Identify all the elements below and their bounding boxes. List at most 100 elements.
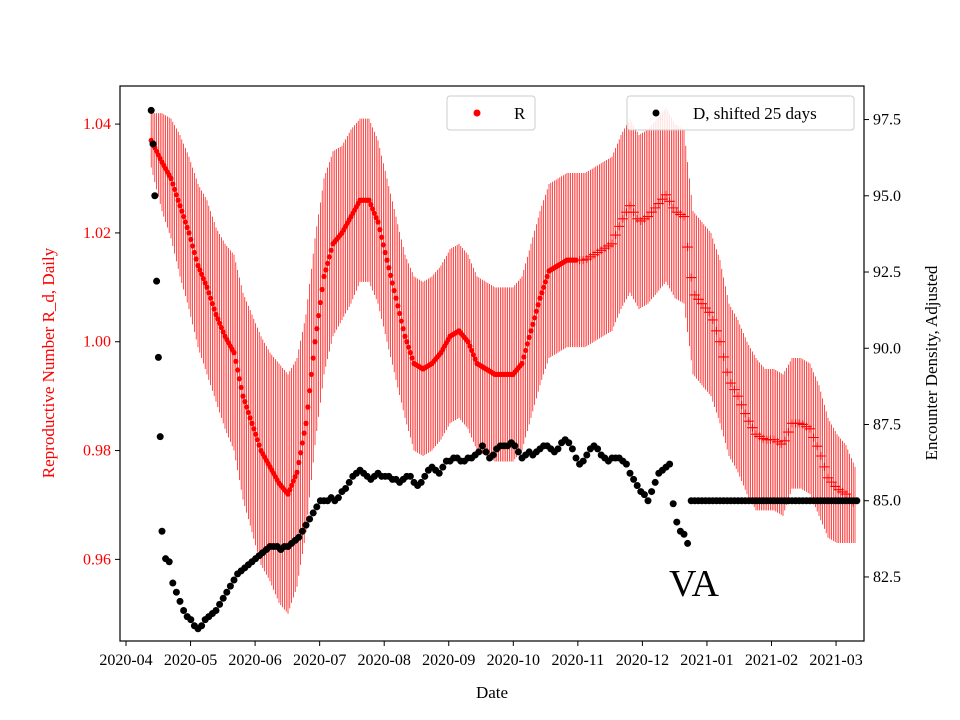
r-point bbox=[202, 280, 208, 286]
d-point bbox=[666, 460, 674, 468]
r-point bbox=[377, 227, 383, 233]
r-point bbox=[191, 249, 197, 256]
r-point bbox=[211, 306, 217, 312]
r-point bbox=[371, 210, 377, 216]
d-point bbox=[309, 509, 317, 517]
r-point bbox=[215, 316, 221, 322]
r-point bbox=[524, 341, 531, 347]
r-point bbox=[244, 404, 250, 410]
r-point bbox=[213, 311, 219, 318]
r-point bbox=[177, 203, 183, 209]
r-point bbox=[533, 308, 540, 314]
r-point bbox=[826, 478, 837, 487]
d-point bbox=[172, 588, 180, 596]
r-point bbox=[292, 474, 298, 480]
r-point bbox=[715, 337, 725, 346]
r-point bbox=[236, 376, 242, 382]
r-point bbox=[532, 315, 538, 321]
r-point bbox=[370, 206, 376, 212]
r-point bbox=[523, 347, 529, 354]
r-point bbox=[465, 339, 471, 345]
r-point bbox=[707, 315, 718, 324]
r-point bbox=[199, 271, 205, 277]
r-point bbox=[653, 199, 664, 208]
y-left-axis-label: Reproductive Number R_d, Daily bbox=[39, 247, 58, 478]
d-point bbox=[622, 460, 630, 468]
d-point bbox=[223, 588, 231, 596]
r-point bbox=[542, 279, 549, 285]
d-point bbox=[583, 451, 591, 459]
y-left-tick-label: 0.98 bbox=[83, 443, 111, 460]
d-point bbox=[554, 445, 562, 453]
r-point bbox=[209, 301, 215, 307]
x-axis: 2020-04 2020-05 2020-06 2020-07 2020-08 2020-… bbox=[99, 641, 863, 669]
r-point bbox=[519, 360, 525, 367]
y-right-axis-label: Encounter Density, Adjusted bbox=[922, 265, 941, 460]
y-left-tick-label: 0.96 bbox=[83, 551, 111, 568]
r-point bbox=[544, 273, 550, 280]
r-point bbox=[285, 491, 291, 497]
legend-d: D, shifted 25 days bbox=[626, 95, 855, 131]
r-point bbox=[182, 219, 188, 225]
d-point bbox=[212, 607, 220, 615]
r-point bbox=[743, 417, 754, 426]
r-point bbox=[231, 350, 237, 356]
d-point bbox=[648, 488, 656, 496]
y-right-tick-label: 92.5 bbox=[873, 264, 901, 281]
r-point bbox=[197, 267, 203, 273]
d-point bbox=[198, 622, 206, 630]
d-point bbox=[334, 494, 342, 502]
r-point bbox=[391, 287, 397, 294]
r-point bbox=[409, 355, 415, 361]
r-point bbox=[240, 393, 246, 399]
d-point bbox=[565, 439, 573, 447]
r-point bbox=[841, 490, 851, 499]
r-point bbox=[819, 462, 830, 471]
r-point bbox=[245, 409, 251, 416]
r-point bbox=[301, 430, 307, 436]
r-point bbox=[382, 249, 388, 256]
r-point bbox=[193, 256, 199, 262]
r-point bbox=[541, 284, 547, 290]
legend-d-box bbox=[626, 95, 855, 131]
r-point bbox=[220, 329, 226, 335]
d-point bbox=[169, 579, 177, 587]
r-point bbox=[686, 273, 697, 282]
d-point bbox=[219, 594, 227, 602]
r-point bbox=[729, 385, 740, 394]
r-point bbox=[242, 398, 248, 405]
r-point bbox=[472, 356, 478, 362]
r-point bbox=[779, 436, 790, 445]
d-point bbox=[511, 442, 519, 450]
x-tick-label: 2020-06 bbox=[228, 652, 281, 669]
x-tick-label: 2020-08 bbox=[358, 652, 411, 669]
legend-r-marker bbox=[473, 109, 481, 117]
r-point bbox=[188, 236, 194, 243]
r-point bbox=[402, 333, 408, 339]
d-point bbox=[154, 353, 162, 361]
r-point bbox=[217, 320, 223, 326]
r-point bbox=[323, 267, 329, 273]
legend-d-marker bbox=[652, 109, 660, 117]
r-point bbox=[650, 203, 661, 212]
r-point bbox=[733, 392, 743, 401]
d-point bbox=[180, 607, 188, 615]
d-point bbox=[853, 497, 861, 505]
r-point bbox=[316, 313, 322, 319]
d-point bbox=[594, 445, 602, 453]
r-point bbox=[238, 384, 244, 391]
r-point bbox=[366, 197, 372, 203]
r-point bbox=[317, 299, 323, 306]
r-point bbox=[204, 284, 210, 290]
r-point bbox=[328, 247, 334, 253]
r-point bbox=[628, 208, 639, 217]
d-point bbox=[345, 478, 353, 486]
r-point bbox=[384, 257, 390, 263]
y-right-tick-label: 97.5 bbox=[873, 112, 901, 129]
r-point bbox=[247, 415, 253, 421]
d-point bbox=[230, 576, 238, 584]
r-point bbox=[172, 186, 178, 192]
r-point bbox=[373, 215, 379, 221]
d-point bbox=[417, 478, 425, 486]
